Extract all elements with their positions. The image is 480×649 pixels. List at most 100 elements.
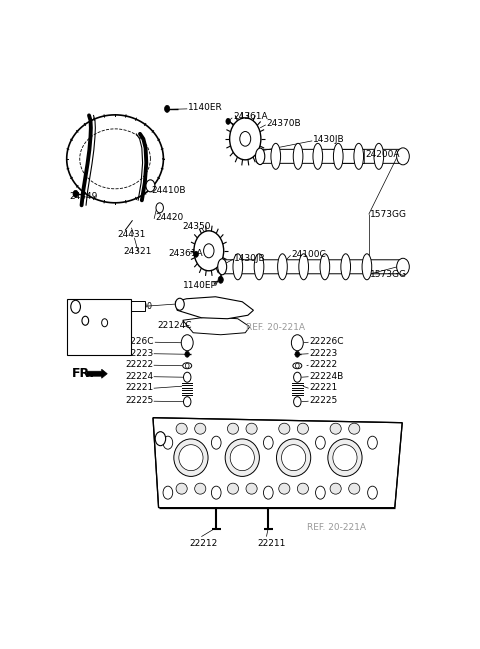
Text: 22221: 22221 — [309, 383, 337, 392]
FancyBboxPatch shape — [126, 301, 145, 312]
Text: 24410B: 24410B — [151, 186, 186, 195]
Circle shape — [185, 351, 190, 357]
Ellipse shape — [174, 439, 208, 476]
Text: a: a — [158, 434, 163, 443]
Circle shape — [396, 148, 409, 165]
Ellipse shape — [271, 143, 281, 169]
Text: 22226C: 22226C — [309, 337, 344, 346]
Ellipse shape — [297, 483, 309, 494]
Text: 24349: 24349 — [69, 192, 97, 201]
Circle shape — [229, 118, 261, 160]
Circle shape — [315, 486, 325, 499]
Ellipse shape — [348, 423, 360, 434]
Ellipse shape — [293, 143, 303, 169]
Ellipse shape — [341, 254, 350, 280]
Ellipse shape — [228, 423, 239, 434]
Ellipse shape — [293, 363, 302, 369]
Ellipse shape — [297, 423, 309, 434]
Ellipse shape — [299, 254, 309, 280]
Circle shape — [156, 202, 163, 213]
Circle shape — [73, 190, 78, 197]
Ellipse shape — [228, 483, 239, 494]
Circle shape — [146, 180, 155, 192]
Circle shape — [82, 316, 89, 325]
FancyBboxPatch shape — [67, 299, 131, 355]
Text: 1430JB: 1430JB — [234, 254, 265, 263]
Ellipse shape — [176, 423, 187, 434]
Text: 22221: 22221 — [125, 383, 153, 392]
Circle shape — [291, 335, 303, 350]
Circle shape — [294, 397, 301, 407]
Circle shape — [368, 436, 377, 449]
Text: 22224: 22224 — [125, 372, 153, 381]
Text: 24361A: 24361A — [233, 112, 268, 121]
Ellipse shape — [330, 483, 341, 494]
Text: 24200A: 24200A — [365, 150, 399, 159]
Circle shape — [211, 486, 221, 499]
Circle shape — [163, 436, 173, 449]
Circle shape — [165, 105, 170, 112]
Text: 21516A: 21516A — [76, 308, 107, 317]
Circle shape — [368, 486, 377, 499]
Circle shape — [211, 436, 221, 449]
Text: 22222: 22222 — [125, 360, 153, 369]
Text: 22226C: 22226C — [120, 337, 154, 346]
Ellipse shape — [255, 148, 265, 165]
Circle shape — [185, 363, 189, 368]
Circle shape — [163, 486, 173, 499]
Ellipse shape — [354, 143, 363, 169]
Ellipse shape — [254, 254, 264, 280]
Circle shape — [396, 258, 409, 275]
Ellipse shape — [279, 423, 290, 434]
Ellipse shape — [233, 254, 243, 280]
Circle shape — [194, 251, 198, 257]
Circle shape — [218, 276, 223, 283]
Ellipse shape — [230, 445, 254, 471]
Text: 22225: 22225 — [309, 396, 337, 405]
Polygon shape — [183, 317, 250, 335]
FancyBboxPatch shape — [257, 149, 406, 164]
Text: a: a — [178, 300, 182, 309]
Ellipse shape — [246, 423, 257, 434]
Ellipse shape — [176, 483, 187, 494]
Ellipse shape — [334, 143, 343, 169]
Text: 22224B: 22224B — [309, 372, 344, 381]
Circle shape — [183, 373, 191, 382]
FancyArrow shape — [87, 369, 107, 378]
Ellipse shape — [195, 483, 206, 494]
Ellipse shape — [246, 483, 257, 494]
Circle shape — [226, 118, 230, 125]
Circle shape — [264, 486, 273, 499]
Circle shape — [155, 432, 166, 446]
Text: 24420: 24420 — [155, 214, 183, 223]
Circle shape — [296, 363, 299, 368]
Circle shape — [102, 319, 108, 326]
Ellipse shape — [282, 445, 306, 471]
Text: 1140EP: 1140EP — [183, 281, 216, 290]
Ellipse shape — [348, 483, 360, 494]
Text: REF. 20-221A: REF. 20-221A — [246, 323, 305, 332]
Circle shape — [194, 231, 224, 271]
Text: 22212: 22212 — [190, 539, 218, 548]
Circle shape — [240, 132, 251, 146]
Text: 24355: 24355 — [79, 343, 104, 352]
Text: FR.: FR. — [72, 367, 96, 380]
Ellipse shape — [179, 445, 203, 471]
Ellipse shape — [362, 254, 372, 280]
Circle shape — [295, 351, 300, 357]
Text: 1573GG: 1573GG — [370, 270, 407, 279]
Text: 22211: 22211 — [257, 539, 286, 548]
Ellipse shape — [328, 439, 362, 476]
Text: 24100C: 24100C — [291, 250, 326, 259]
Ellipse shape — [195, 423, 206, 434]
Circle shape — [183, 397, 191, 407]
Text: 22223: 22223 — [125, 349, 153, 358]
Ellipse shape — [218, 259, 227, 275]
Text: 24321: 24321 — [123, 247, 152, 256]
Text: 1140ER: 1140ER — [188, 103, 223, 112]
Circle shape — [294, 373, 301, 382]
Text: 24431: 24431 — [118, 230, 146, 239]
Ellipse shape — [374, 143, 384, 169]
Ellipse shape — [330, 423, 341, 434]
Circle shape — [181, 335, 193, 350]
